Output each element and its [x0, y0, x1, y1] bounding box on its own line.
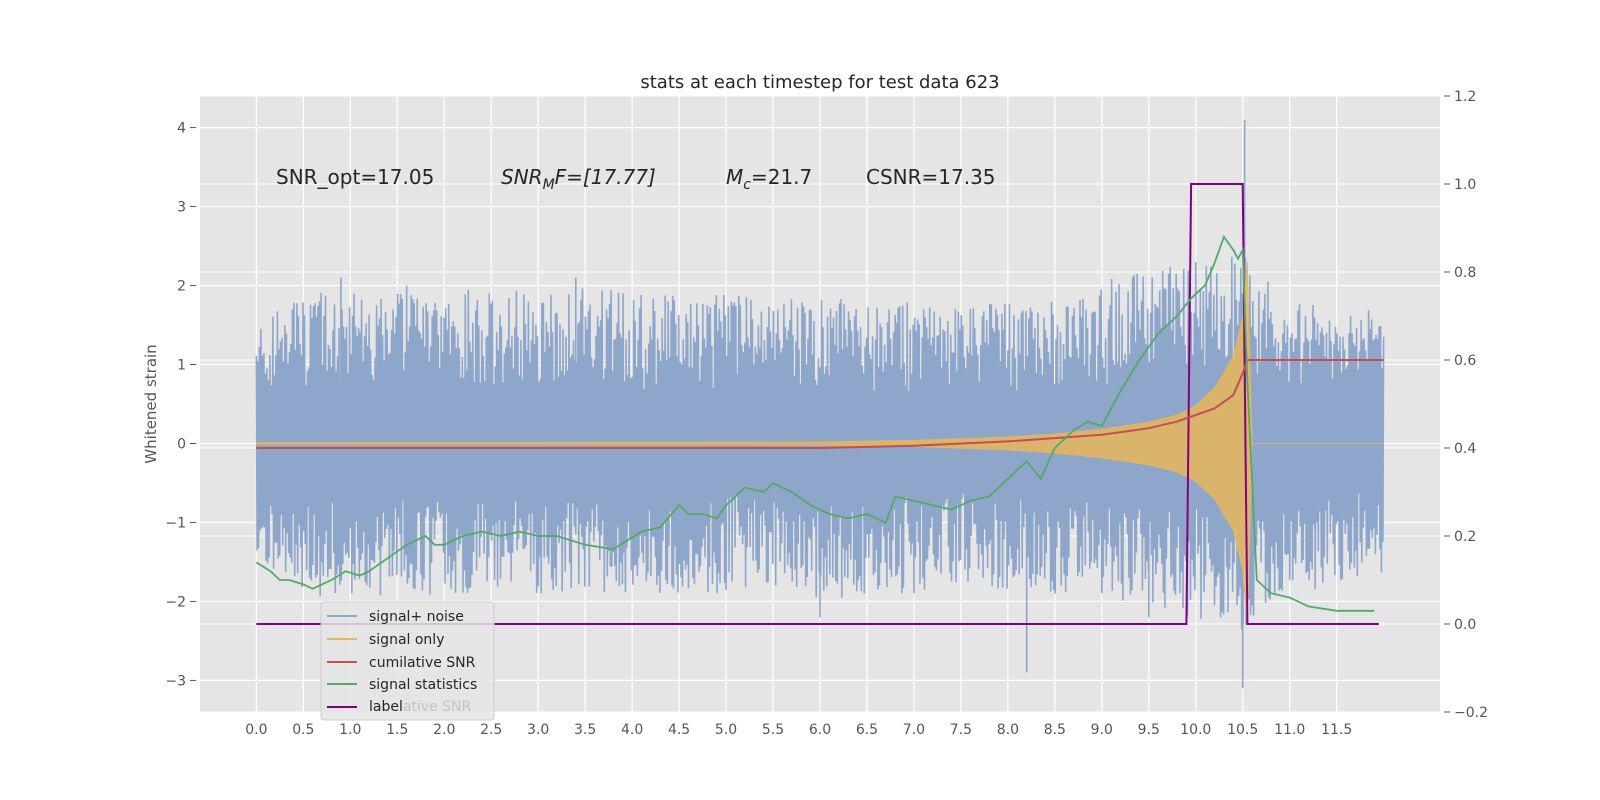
x-tick-label-4: 2.0 — [433, 722, 455, 738]
x-tick-label-13: 6.5 — [856, 722, 878, 738]
legend-label-noise: signal+ noise — [369, 609, 464, 625]
x-tick-label-21: 10.5 — [1227, 722, 1258, 738]
y2-tick-label-7: −0.2 — [1454, 705, 1488, 721]
y-tick-label-4: 0 — [177, 436, 186, 452]
overlay-series — [255, 183, 1384, 625]
x-tick-label-23: 11.5 — [1321, 722, 1352, 738]
legend-label-cumulative: cumilative SNR — [369, 655, 476, 671]
x-tick-label-16: 8.0 — [997, 722, 1019, 738]
x-tick-label-10: 5.0 — [715, 722, 737, 738]
legend-ghost-text: lative SNR — [399, 699, 472, 715]
y2-tick-label-5: 0.2 — [1454, 529, 1476, 545]
y-axis-ticks: 4 3 2 1 0 −1 −2 −3 — [165, 121, 196, 689]
signal-statistics-line — [255, 234, 1375, 612]
chart-title: stats at each timestep for test data 623 — [640, 72, 999, 93]
x-tick-label-3: 1.5 — [386, 722, 408, 738]
x-tick-label-17: 8.5 — [1044, 722, 1066, 738]
x-tick-label-12: 6.0 — [809, 722, 831, 738]
y-tick-label-1: 3 — [177, 200, 186, 216]
legend-label-signal: signal only — [369, 632, 444, 648]
y-tick-label-0: 4 — [177, 121, 186, 137]
signal-only-series — [255, 261, 1384, 626]
signal-only-band — [255, 261, 1384, 626]
y2-tick-label-3: 0.6 — [1454, 353, 1476, 369]
annotation-csnr: CSNR=17.35 — [866, 165, 996, 189]
y2-tick-label-6: 0.0 — [1454, 617, 1476, 633]
y2-tick-label-0: 1.2 — [1454, 89, 1476, 105]
x-tick-label-11: 5.5 — [762, 722, 784, 738]
y2-axis-ticks: 1.2 1.0 0.8 0.6 0.4 0.2 0.0 −0.2 — [1444, 89, 1488, 721]
y-tick-label-7: −3 — [165, 673, 186, 689]
x-tick-label-2: 1.0 — [339, 722, 361, 738]
legend: lative SNR signal+ noise signal only cum… — [320, 601, 495, 721]
legend-label-label: label — [369, 699, 403, 715]
x-tick-label-14: 7.0 — [903, 722, 925, 738]
y-tick-label-2: 2 — [177, 279, 186, 295]
x-tick-label-1: 0.5 — [292, 722, 314, 738]
label-line — [256, 183, 1379, 625]
y2-tick-label-1: 1.0 — [1454, 177, 1476, 193]
legend-box — [320, 601, 495, 721]
y2-tick-label-2: 0.8 — [1454, 265, 1476, 281]
x-tick-label-7: 3.5 — [574, 722, 596, 738]
y-tick-label-6: −2 — [165, 594, 186, 610]
annotation-snr-opt: SNR_opt=17.05 — [276, 165, 434, 189]
x-tick-label-22: 11.0 — [1274, 722, 1305, 738]
x-tick-label-9: 4.5 — [668, 722, 690, 738]
annotation-snr-mf: SNRMF=[17.77] — [501, 165, 656, 193]
legend-label-statistics: signal statistics — [369, 677, 477, 693]
y2-tick-label-4: 0.4 — [1454, 441, 1476, 457]
x-axis-ticks: 0.0 0.5 1.0 1.5 2.0 2.5 3.0 3.5 4.0 4.5 5.0 5.5 6.0 6… — [245, 722, 1352, 738]
x-tick-label-6: 3.0 — [527, 722, 549, 738]
x-tick-label-20: 10.0 — [1180, 722, 1211, 738]
x-tick-label-0: 0.0 — [245, 722, 267, 738]
y-axis-label: Whitened strain — [142, 344, 160, 463]
y-tick-label-3: 1 — [177, 358, 186, 374]
x-tick-label-8: 4.0 — [621, 722, 643, 738]
x-tick-label-15: 7.5 — [950, 722, 972, 738]
x-tick-label-18: 9.0 — [1091, 722, 1113, 738]
y-tick-label-5: −1 — [165, 515, 186, 531]
x-tick-label-5: 2.5 — [480, 722, 502, 738]
annotations: SNR_opt=17.05 SNRMF=[17.77] Mc=21.7 CSNR… — [276, 165, 996, 193]
annotation-mc: Mc=21.7 — [726, 165, 812, 193]
x-tick-label-19: 9.5 — [1138, 722, 1160, 738]
